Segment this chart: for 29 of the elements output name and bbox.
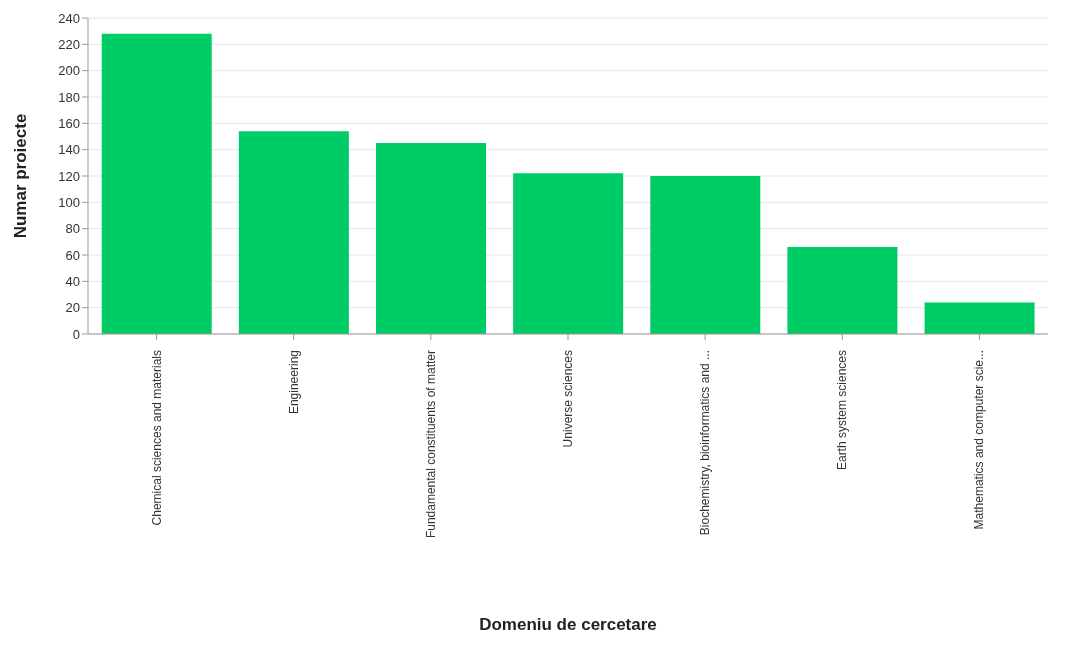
bar	[787, 247, 898, 334]
y-tick-label: 180	[58, 89, 80, 105]
bar	[924, 302, 1035, 334]
y-tick-label: 120	[58, 168, 80, 184]
x-tick-label: Mathematics and computer scie...	[972, 350, 987, 530]
x-tick-label: Engineering	[286, 350, 301, 415]
y-tick-label: 80	[65, 221, 80, 237]
bar	[101, 33, 212, 334]
x-axis-title: Domeniu de cercetare	[479, 615, 657, 634]
bar	[238, 131, 349, 334]
y-tick-label: 60	[65, 247, 80, 263]
x-tick-label: Chemical sciences and materials	[149, 350, 164, 526]
y-tick-label: 200	[58, 63, 80, 79]
y-tick-label: 40	[65, 273, 80, 289]
bar	[376, 143, 486, 334]
y-tick-label: 220	[58, 36, 80, 52]
x-tick-label: Universe sciences	[561, 350, 575, 448]
x-tick-label: Fundamental constituents of matter	[423, 350, 438, 539]
y-tick-label: 20	[65, 300, 80, 316]
y-tick-label: 160	[58, 115, 80, 131]
bar	[513, 173, 624, 334]
y-tick-label: 240	[58, 10, 80, 26]
y-tick-label: 140	[58, 142, 80, 158]
bar	[650, 176, 761, 334]
y-tick-label: 0	[72, 326, 80, 342]
y-axis-title: Numar proiecte	[11, 113, 31, 239]
x-tick-label: Biochemistry, bioinformatics and ...	[698, 350, 713, 536]
x-tick-label: Earth system sciences	[835, 350, 850, 471]
y-tick-label: 100	[58, 194, 80, 210]
